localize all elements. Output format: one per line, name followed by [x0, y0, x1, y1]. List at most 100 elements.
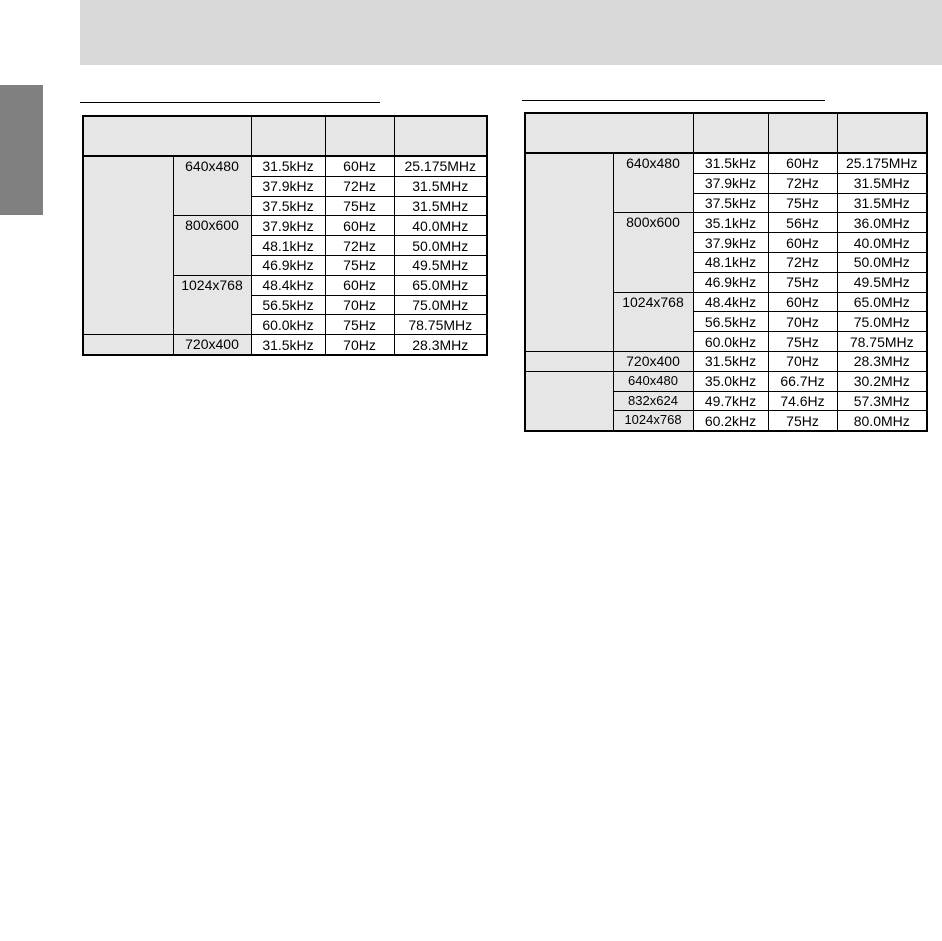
table-row: 37.9kHz 72Hz 31.5MHz	[525, 172, 928, 194]
signal-group-cell	[524, 350, 614, 372]
dotclock-cell: 25.175MHz	[393, 155, 488, 177]
vfreq-cell: 60Hz	[324, 155, 395, 177]
vfreq-cell: 72Hz	[767, 172, 838, 194]
dotclock-cell: 57.3MHz	[836, 390, 928, 412]
dotclock-cell: 31.5MHz	[393, 195, 488, 217]
dotclock-cell: 65.0MHz	[836, 291, 928, 313]
vfreq-cell: 75Hz	[767, 271, 838, 293]
hfreq-cell: 56.5kHz	[692, 311, 769, 333]
vfreq-cell: 75Hz	[324, 254, 395, 276]
resolution-cell: 1024x768	[612, 410, 694, 432]
dotclock-cell: 28.3MHz	[393, 334, 488, 356]
dotclock-cell: 49.5MHz	[836, 271, 928, 293]
resolution-cell: 720x400	[612, 350, 694, 372]
timing-table-right: 640x480 31.5kHz 60Hz 25.175MHz 37.9kHz 72Hz 31…	[524, 112, 928, 433]
table-row: 720x400 31.5kHz 70Hz 28.3MHz	[524, 350, 928, 372]
vfreq-cell: 75Hz	[324, 195, 395, 217]
header-vfreq-cell	[767, 112, 838, 154]
hfreq-cell: 35.1kHz	[692, 212, 769, 234]
hfreq-cell: 35.0kHz	[692, 370, 769, 392]
hfreq-cell: 31.5kHz	[250, 155, 326, 177]
dotclock-cell: 25.175MHz	[836, 152, 928, 174]
table-row: 720x400 31.5kHz 70Hz 28.3MHz	[82, 334, 488, 356]
vfreq-cell: 72Hz	[767, 251, 838, 273]
vfreq-cell: 70Hz	[767, 311, 838, 333]
dotclock-cell: 40.0MHz	[393, 215, 488, 237]
vfreq-cell: 70Hz	[324, 334, 395, 356]
vfreq-cell: 60Hz	[324, 274, 395, 296]
header-dotclock-cell	[836, 112, 928, 154]
hfreq-cell: 60.0kHz	[692, 331, 769, 352]
section-side-tab	[0, 85, 43, 215]
page-header-band	[80, 0, 942, 65]
resolution-cell: 832x624	[612, 390, 694, 412]
table-row: 37.5kHz 75Hz 31.5MHz	[83, 195, 488, 217]
hfreq-cell: 46.9kHz	[692, 271, 769, 293]
dotclock-cell: 28.3MHz	[836, 350, 928, 372]
hfreq-cell: 48.1kHz	[692, 251, 769, 273]
table-row: 48.1kHz 72Hz 50.0MHz	[83, 235, 488, 256]
signal-group-cell	[82, 334, 174, 356]
vfreq-cell: 70Hz	[767, 350, 838, 372]
vfreq-cell: 56Hz	[767, 212, 838, 234]
header-hfreq-cell	[250, 115, 326, 157]
timing-table-left: 640x480 31.5kHz 60Hz 25.175MHz 37.9kHz 72Hz 31…	[82, 115, 488, 356]
dotclock-cell: 78.75MHz	[836, 331, 928, 352]
dotclock-cell: 80.0MHz	[836, 410, 928, 432]
dotclock-cell: 75.0MHz	[836, 311, 928, 333]
resolution-cell: 720x400	[172, 334, 252, 356]
table-row: 56.5kHz 70Hz 75.0MHz	[83, 294, 488, 316]
vfreq-cell: 60Hz	[767, 152, 838, 174]
vfreq-cell: 60Hz	[324, 215, 395, 237]
hfreq-cell: 49.7kHz	[692, 390, 769, 412]
signal-group-cell	[82, 155, 174, 336]
dotclock-cell: 31.5MHz	[836, 192, 928, 214]
header-hfreq-cell	[692, 112, 769, 154]
hfreq-cell: 48.1kHz	[250, 235, 326, 256]
hfreq-cell: 60.2kHz	[692, 410, 769, 432]
table-row: 37.5kHz 75Hz 31.5MHz	[525, 192, 928, 214]
header-mode-cell	[524, 112, 694, 154]
resolution-cell: 640x480	[612, 152, 694, 214]
resolution-cell: 1024x768	[612, 291, 694, 352]
vfreq-cell: 75Hz	[767, 331, 838, 352]
hfreq-cell: 48.4kHz	[250, 274, 326, 296]
hfreq-cell: 37.5kHz	[692, 192, 769, 214]
vfreq-cell: 60Hz	[767, 232, 838, 253]
dotclock-cell: 50.0MHz	[393, 235, 488, 256]
dotclock-cell: 78.75MHz	[393, 314, 488, 336]
hfreq-cell: 37.9kHz	[692, 232, 769, 253]
table-row: 60.0kHz 75Hz 78.75MHz	[83, 314, 488, 336]
dotclock-cell: 50.0MHz	[836, 251, 928, 273]
header-mode-cell	[82, 115, 252, 157]
vfreq-cell: 60Hz	[767, 291, 838, 313]
vfreq-cell: 66.7Hz	[767, 370, 838, 392]
hfreq-cell: 37.9kHz	[692, 172, 769, 194]
dotclock-cell: 65.0MHz	[393, 274, 488, 296]
left-table-title-rule	[80, 102, 380, 103]
header-vfreq-cell	[324, 115, 395, 157]
hfreq-cell: 46.9kHz	[250, 254, 326, 276]
resolution-cell: 800x600	[172, 215, 252, 276]
table-header-row	[524, 112, 928, 154]
resolution-cell: 1024x768	[172, 274, 252, 336]
table-row: 640x480 35.0kHz 66.7Hz 30.2MHz	[524, 370, 928, 432]
hfreq-cell: 31.5kHz	[692, 350, 769, 372]
vfreq-cell: 72Hz	[324, 235, 395, 256]
hfreq-cell: 48.4kHz	[692, 291, 769, 313]
hfreq-cell: 60.0kHz	[250, 314, 326, 336]
hfreq-cell: 56.5kHz	[250, 294, 326, 316]
table-row: 640x480 31.5kHz 60Hz 25.175MHz	[524, 152, 928, 352]
vfreq-cell: 70Hz	[324, 294, 395, 316]
vfreq-cell: 75Hz	[324, 314, 395, 336]
dotclock-cell: 75.0MHz	[393, 294, 488, 316]
right-table-title-rule	[522, 100, 825, 101]
table-header-row	[82, 115, 488, 157]
hfreq-cell: 37.5kHz	[250, 195, 326, 217]
table-row: 1024x768 48.4kHz 60Hz 65.0MHz	[83, 274, 488, 336]
signal-group-cell	[524, 370, 614, 432]
dotclock-cell: 30.2MHz	[836, 370, 928, 392]
resolution-cell: 800x600	[612, 212, 694, 293]
header-dotclock-cell	[393, 115, 488, 157]
resolution-cell: 640x480	[612, 370, 694, 392]
